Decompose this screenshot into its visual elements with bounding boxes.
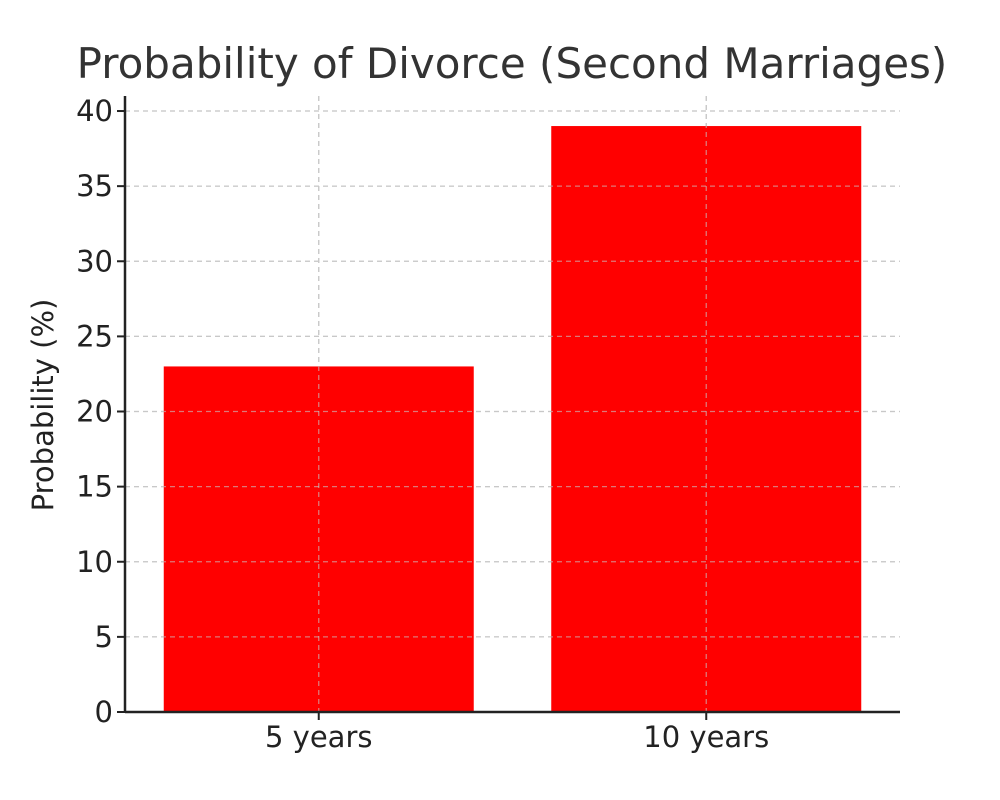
x-tick-label: 10 years bbox=[643, 720, 769, 754]
axes-layer bbox=[123, 96, 900, 714]
y-tick-label: 25 bbox=[76, 319, 113, 353]
bars-layer bbox=[125, 96, 900, 713]
y-tick-label: 15 bbox=[76, 470, 113, 504]
chart-title: Probability of Divorce (Second Marriages… bbox=[77, 39, 948, 88]
x-tick-label: 5 years bbox=[265, 720, 372, 754]
y-tick-label: 10 bbox=[76, 545, 113, 579]
y-tick-label: 0 bbox=[95, 695, 113, 729]
y-axis-label: Probability (%) bbox=[26, 299, 60, 512]
y-tick-label: 30 bbox=[76, 244, 113, 278]
y-tick-label: 20 bbox=[76, 395, 113, 429]
y-tick-label: 40 bbox=[76, 94, 113, 128]
ticks-layer: 0 5 10 15 20 25 30 35 40 5 years 10 years bbox=[76, 94, 769, 754]
y-tick-label: 35 bbox=[76, 169, 113, 203]
y-tick-label: 5 bbox=[95, 620, 113, 654]
